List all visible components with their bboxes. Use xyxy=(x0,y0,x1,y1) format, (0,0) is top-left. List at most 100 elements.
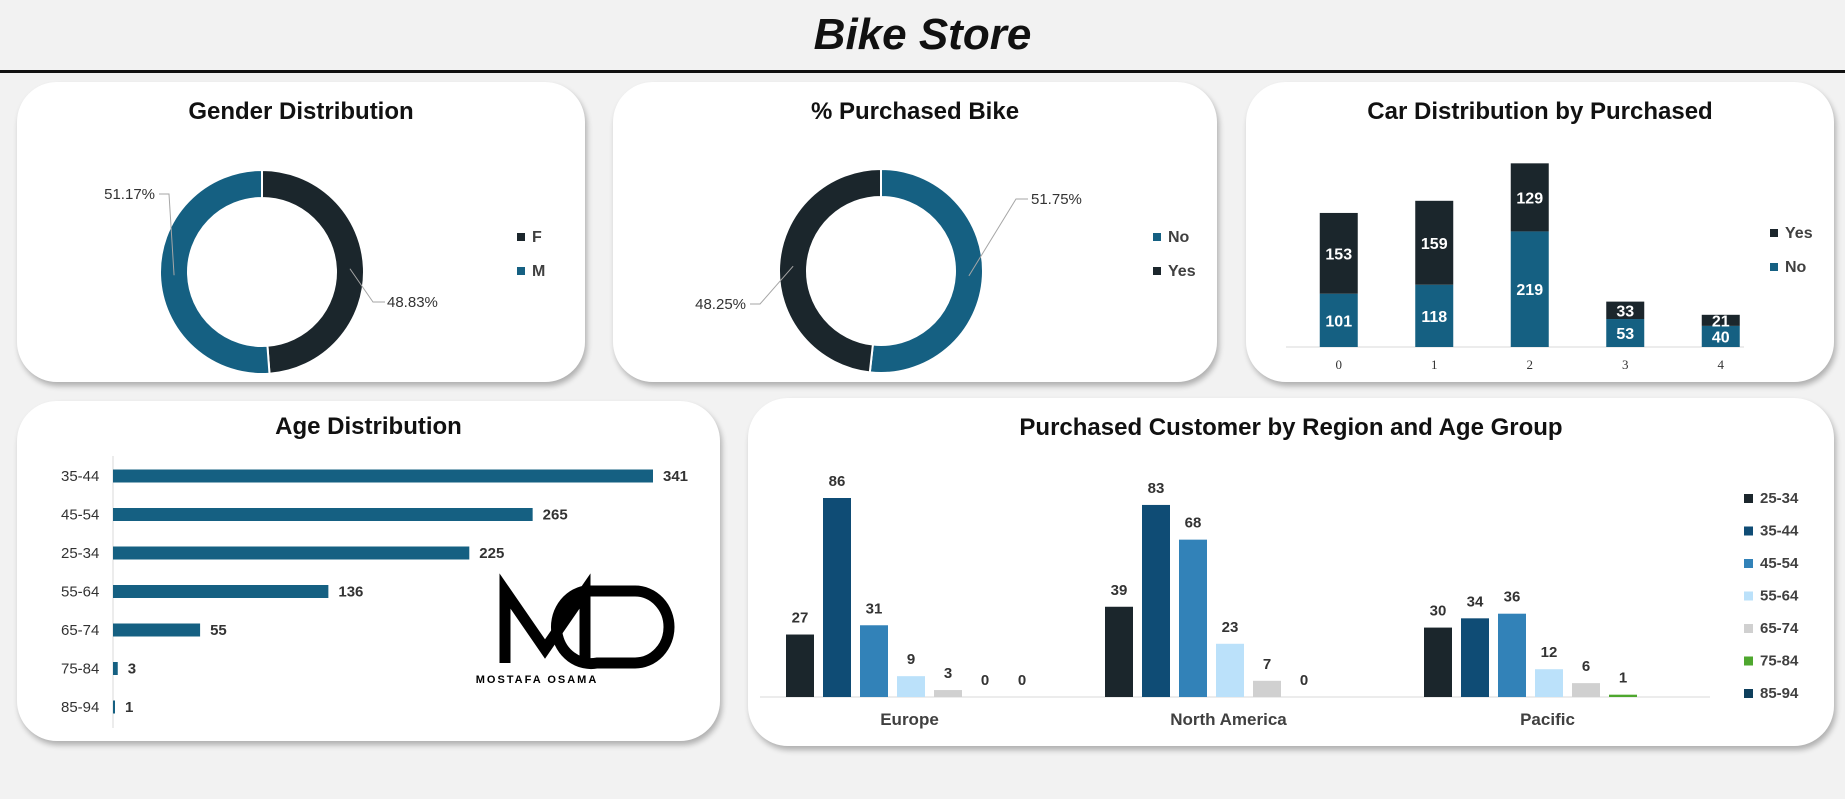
region-legend-swatch-45-54 xyxy=(1744,559,1753,568)
region-legend-swatch-55-64 xyxy=(1744,591,1753,601)
age-card: Age Distribution 35-44 341 45-54 265 25-34 22… xyxy=(17,401,720,741)
gender-slice-f xyxy=(261,168,365,375)
cars-bar-yes-3 xyxy=(1606,301,1645,320)
region-data-label-europe-25-34: 27 xyxy=(792,610,809,627)
region-bar-north-america-35-44 xyxy=(1142,504,1170,697)
region-bar-north-america-25-34 xyxy=(1105,606,1133,697)
age-y-tick-45-54: 45-54 xyxy=(61,507,99,524)
region-legend-label-25-34: 25-34 xyxy=(1760,490,1799,507)
region-data-label-north-america-25-34: 39 xyxy=(1111,582,1128,599)
cars-bar-yes-4 xyxy=(1701,314,1740,326)
region-legend-swatch-75-84 xyxy=(1744,656,1753,666)
purchased-data-label-yes: 48.25% xyxy=(695,296,746,313)
age-y-tick-55-64: 55-64 xyxy=(61,584,99,601)
cars-x-tick-4: 4 xyxy=(1718,357,1725,372)
cars-legend-swatch-yes xyxy=(1770,229,1778,237)
gender-leader-f xyxy=(349,268,385,303)
age-data-label-75-84: 3 xyxy=(128,661,136,678)
cars-bar-no-3 xyxy=(1606,319,1645,347)
region-legend-swatch-85-94 xyxy=(1744,689,1753,698)
purchased-legend-label-yes: Yes xyxy=(1168,263,1196,280)
region-bar-pacific-75-84 xyxy=(1609,694,1637,697)
purchased-card: % Purchased Bike 51.75% 48.25% No Yes xyxy=(613,82,1217,382)
age-data-label-55-64: 136 xyxy=(338,584,363,601)
region-bar-north-america-55-64 xyxy=(1216,643,1244,697)
age-y-tick-35-44: 35-44 xyxy=(61,468,99,485)
region-data-label-north-america-65-74: 7 xyxy=(1263,656,1271,673)
region-data-label-north-america-75-84: 0 xyxy=(1300,672,1308,689)
region-data-label-north-america-55-64: 23 xyxy=(1222,619,1239,636)
cars-data-label-no-0: 101 xyxy=(1325,313,1352,330)
cars-bar-no-1 xyxy=(1415,284,1454,347)
region-data-label-north-america-45-54: 68 xyxy=(1185,515,1202,532)
region-legend-label-85-94: 85-94 xyxy=(1760,685,1799,702)
purchased-slice-yes xyxy=(778,167,882,374)
cars-bar-yes-0 xyxy=(1319,212,1358,294)
age-data-label-65-74: 55 xyxy=(210,622,227,639)
logo-caption: MOSTAFA OSAMA xyxy=(476,674,599,686)
region-bar-europe-55-64 xyxy=(897,676,925,697)
gender-legend-label-f: F xyxy=(532,229,542,246)
age-data-label-35-44: 341 xyxy=(663,468,688,485)
cars-bar-yes-1 xyxy=(1415,200,1454,285)
gender-leader-m xyxy=(159,193,175,276)
gender-data-label-m: 51.17% xyxy=(104,186,155,203)
region-card: Purchased Customer by Region and Age Gro… xyxy=(748,398,1834,746)
age-y-tick-85-94: 85-94 xyxy=(61,699,99,716)
region-legend-swatch-35-44 xyxy=(1744,526,1753,536)
age-y-tick-65-74: 65-74 xyxy=(61,622,99,639)
cars-data-label-no-4: 40 xyxy=(1712,329,1730,346)
cars-chart-title: Car Distribution by Purchased xyxy=(1367,98,1713,125)
cars-x-tick-0: 0 xyxy=(1336,357,1343,372)
region-legend-label-45-54: 45-54 xyxy=(1760,555,1799,572)
age-data-label-25-34: 225 xyxy=(479,545,504,562)
region-bar-pacific-65-74 xyxy=(1572,683,1600,697)
region-data-label-pacific-55-64: 12 xyxy=(1541,644,1558,661)
age-bar-75-84 xyxy=(113,662,118,675)
cars-legend-label-yes: Yes xyxy=(1785,225,1813,242)
region-data-label-europe-45-54: 31 xyxy=(866,600,883,617)
mostafa-osama-logo xyxy=(499,573,675,670)
region-data-label-pacific-35-44: 34 xyxy=(1467,593,1484,610)
purchased-legend-label-no: No xyxy=(1168,229,1190,246)
age-y-tick-75-84: 75-84 xyxy=(61,661,99,678)
gender-data-label-f: 48.83% xyxy=(387,294,438,311)
region-legend-label-55-64: 55-64 xyxy=(1760,588,1799,605)
region-legend-label-35-44: 35-44 xyxy=(1760,523,1799,540)
logo-m-shape xyxy=(499,573,591,663)
region-data-label-europe-55-64: 9 xyxy=(907,651,915,668)
region-x-tick-europe: Europe xyxy=(880,710,939,729)
age-y-tick-25-34: 25-34 xyxy=(61,545,99,562)
cars-data-label-yes-2: 129 xyxy=(1516,190,1543,207)
region-bar-pacific-55-64 xyxy=(1535,669,1563,697)
gender-chart-title: Gender Distribution xyxy=(188,98,414,125)
age-chart-title: Age Distribution xyxy=(275,413,462,440)
purchased-legend-swatch-yes xyxy=(1153,267,1161,275)
region-x-tick-pacific: Pacific xyxy=(1520,710,1575,729)
cars-legend-label-no: No xyxy=(1785,259,1807,276)
region-data-label-europe-75-84: 0 xyxy=(981,672,989,689)
region-bar-pacific-25-34 xyxy=(1424,627,1452,697)
age-data-label-45-54: 265 xyxy=(543,507,568,524)
cars-bar-no-0 xyxy=(1319,293,1358,347)
region-bar-europe-35-44 xyxy=(823,498,851,697)
purchased-slice-no xyxy=(868,167,984,374)
gender-legend-swatch-m xyxy=(517,267,525,275)
logo-o-shape xyxy=(550,585,675,670)
age-bar-85-94 xyxy=(113,700,115,714)
gender-legend-label-m: M xyxy=(532,263,545,280)
cars-legend-swatch-no xyxy=(1770,263,1778,271)
cars-data-label-yes-0: 153 xyxy=(1325,246,1352,263)
region-bar-pacific-35-44 xyxy=(1461,618,1489,697)
region-chart-title: Purchased Customer by Region and Age Gro… xyxy=(1019,414,1563,441)
gender-card: Gender Distribution 48.83% 51.17% F M xyxy=(17,82,585,382)
region-data-label-pacific-65-74: 6 xyxy=(1582,658,1590,675)
age-data-label-85-94: 1 xyxy=(125,699,133,716)
age-bar-25-34 xyxy=(113,546,470,560)
gender-legend-swatch-f xyxy=(517,233,525,241)
region-bar-europe-65-74 xyxy=(934,690,962,697)
purchased-data-label-no: 51.75% xyxy=(1031,191,1082,208)
region-legend-label-65-74: 65-74 xyxy=(1760,620,1799,637)
region-bar-europe-45-54 xyxy=(860,625,888,697)
